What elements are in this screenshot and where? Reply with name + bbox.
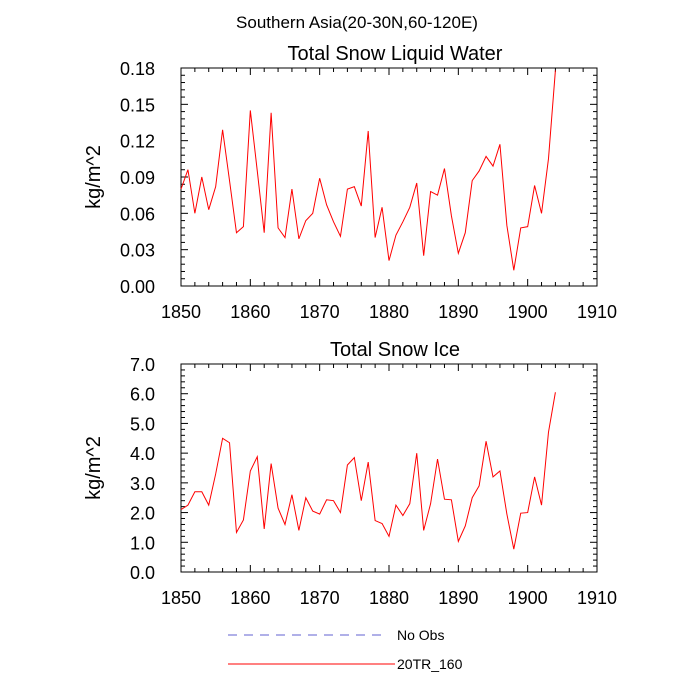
series-line-20tr-160	[180, 70, 556, 271]
y-tick-label: 0.0	[130, 563, 155, 583]
y-tick-label: 0.03	[120, 241, 155, 261]
y-tick-label: 3.0	[130, 474, 155, 494]
plot-frame	[180, 67, 598, 287]
x-tick-label: 1890	[438, 302, 478, 322]
y-tick-label: 1.0	[130, 533, 155, 553]
figure-suptitle: Southern Asia(20-30N,60-120E)	[236, 13, 478, 32]
x-tick-label: 1870	[300, 588, 340, 608]
legend-label-20tr-160: 20TR_160	[397, 656, 463, 672]
y-tick-label: 0.00	[120, 277, 155, 297]
y-tick-label: 0.06	[120, 204, 155, 224]
panel-snow-ice: Total Snow Ice 1850 1860 1870 1880 1890 1900 19…	[83, 339, 617, 608]
y-tick-label: 6.0	[130, 385, 155, 405]
panel-snow-liquid-water: Total Snow Liquid Water 1850 1860 1870 1880 1…	[83, 43, 617, 322]
x-tick-label: 1910	[577, 302, 617, 322]
x-tick-label: 1900	[508, 588, 548, 608]
y-tick-label: 0.12	[120, 132, 155, 152]
chart-title: Total Snow Ice	[330, 339, 460, 361]
x-tick-label: 1850	[161, 302, 201, 322]
x-tick-label: 1870	[300, 302, 340, 322]
x-tick-label: 1890	[438, 588, 478, 608]
y-tick-label: 0.09	[120, 168, 155, 188]
y-tick-label: 4.0	[130, 444, 155, 464]
x-tick-label: 1880	[369, 588, 409, 608]
legend: No Obs 20TR_160	[228, 627, 463, 672]
x-tick-label: 1850	[161, 588, 201, 608]
y-tick-label: 5.0	[130, 414, 155, 434]
legend-label-no-obs: No Obs	[397, 627, 444, 643]
series-line-20tr-160	[180, 392, 556, 550]
x-tick-label: 1860	[230, 588, 270, 608]
x-tick-label: 1860	[230, 302, 270, 322]
y-tick-label: 0.18	[120, 59, 155, 79]
x-tick-label: 1900	[508, 302, 548, 322]
x-tick-label: 1880	[369, 302, 409, 322]
chart-title: Total Snow Liquid Water	[288, 43, 503, 65]
y-tick-label: 7.0	[130, 355, 155, 375]
y-axis-label: kg/m^2	[83, 436, 105, 500]
plot-frame	[180, 363, 598, 573]
y-axis-label: kg/m^2	[83, 145, 105, 209]
y-tick-label: 0.15	[120, 95, 155, 115]
y-tick-label: 2.0	[130, 504, 155, 524]
x-tick-label: 1910	[577, 588, 617, 608]
